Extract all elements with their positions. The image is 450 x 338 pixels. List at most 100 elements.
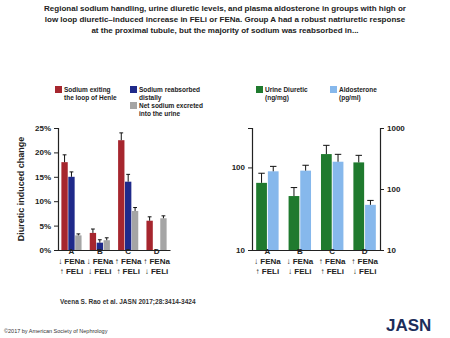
tick-label: 10%	[35, 197, 51, 206]
text-line: ↓ FENa	[286, 257, 313, 266]
tick: 100	[380, 185, 401, 194]
error-bar	[335, 154, 341, 161]
tick: B↓ FENa↓ FELi	[86, 247, 113, 276]
series	[268, 154, 376, 250]
bar	[75, 235, 81, 250]
error-bar	[302, 165, 308, 170]
slide-title: Regional sodium handling, urine diuretic…	[44, 4, 406, 35]
tick-mark	[54, 201, 58, 202]
chart: 10100101001000A↓ FENa↑ FELiB↓ FENa↓ FELi…	[232, 86, 406, 276]
series	[256, 145, 364, 250]
tick-label: 5%	[39, 222, 51, 231]
text-line: A	[265, 247, 271, 256]
text-line: Regional sodium handling, urine diuretic…	[44, 4, 406, 13]
error-bar	[148, 217, 152, 221]
text-line: Urine Diuretic	[265, 86, 308, 93]
legend-item: Urine Diuretic(ng/mg)	[256, 86, 308, 102]
legend-label: Net sodium excretedinto the urine	[139, 102, 203, 117]
tick-label: 0%	[39, 246, 51, 255]
tick-label: A↓ FENa↑ FELi	[254, 247, 281, 276]
text-line: into the urine	[139, 110, 181, 117]
text-line: ↑ FENa	[143, 257, 170, 266]
copyright: ©2017 by American Society of Nephrology	[4, 328, 108, 334]
tick: 25%	[35, 124, 58, 133]
tick-mark	[54, 250, 58, 251]
tick-mark	[54, 128, 58, 129]
tick-label: B↓ FENa↓ FELi	[286, 247, 313, 276]
tick-mark	[380, 250, 384, 251]
bar	[321, 154, 332, 250]
legend-label: Urine Diuretic(ng/mg)	[265, 86, 308, 102]
text-line: ↓ FELi	[88, 267, 112, 276]
tick-label: C↑ FENa↑ FELi	[319, 247, 346, 276]
text-line: B	[297, 247, 303, 256]
text-line: ↓ FELi	[288, 267, 312, 276]
tick-label: 10	[387, 246, 396, 255]
error-bar	[91, 229, 95, 233]
tick-label: 1000	[387, 124, 405, 133]
text-line: ↓ FENa	[254, 257, 281, 266]
bar	[333, 162, 344, 250]
text-line: ↑ FELi	[60, 267, 84, 276]
text-line: ↑ FENa	[319, 257, 346, 266]
tick-label: D↑ FENa↓ FELi	[143, 247, 170, 276]
series	[75, 208, 166, 250]
text-line: ↓ FELi	[145, 267, 169, 276]
tick: 15%	[35, 173, 58, 182]
tick: 10%	[35, 197, 58, 206]
bar	[132, 211, 138, 250]
tick: A↓ FENa↑ FELi	[58, 247, 85, 276]
bar	[289, 196, 300, 250]
bar	[268, 171, 279, 250]
plot-area	[256, 145, 376, 250]
text-line: C	[125, 247, 131, 256]
text-line: ↑ FELi	[320, 267, 344, 276]
text-line: B	[97, 247, 103, 256]
error-bar	[98, 240, 102, 243]
error-bar	[63, 155, 67, 162]
tick-label: 15%	[35, 173, 51, 182]
tick-mark	[54, 152, 58, 153]
error-bar	[70, 172, 74, 177]
legend: Sodium exitingthe loop of Henle Sodium re…	[55, 86, 203, 117]
text-line: C	[329, 247, 335, 256]
tick-label: D↑ FENa↓ FELi	[351, 247, 378, 276]
legend: Urine Diuretic(ng/mg) Aldosterone(pg/ml)	[256, 86, 377, 102]
bar	[104, 240, 110, 250]
bar	[256, 183, 267, 250]
bar	[146, 221, 152, 250]
bar	[118, 140, 124, 250]
tick-mark	[380, 189, 384, 190]
y-axis: 0%5%10%15%20%25%	[35, 124, 59, 255]
tick-mark	[54, 226, 58, 227]
tick-mark	[248, 167, 252, 168]
error-bar	[270, 166, 276, 171]
tick: D↑ FENa↓ FELi	[143, 247, 170, 276]
tick-label: 100	[387, 185, 401, 194]
y-axis: 10100	[232, 129, 253, 256]
y-axis-line	[54, 129, 59, 251]
text-line: at the proximal tubule, but the majority…	[91, 26, 358, 35]
tick: 5%	[39, 222, 58, 231]
x-axis: A↓ FENa↑ FELiB↓ FENa↓ FELiC↑ FENa↑ FELiD…	[58, 247, 170, 276]
chart: 0%5%10%15%20%25%A↓ FENa↑ FELiB↓ FENa↓ FE…	[16, 86, 203, 276]
series	[68, 172, 131, 250]
slide: Regional sodium handling, urine diuretic…	[0, 0, 450, 338]
text-line: Sodium reabsorbed	[139, 86, 200, 93]
error-bar	[105, 238, 109, 240]
legend-item: Aldosterone(pg/ml)	[330, 86, 377, 102]
legend-swatch	[130, 102, 137, 109]
text-line: distally	[139, 94, 162, 102]
legend-swatch	[55, 86, 62, 93]
error-bar	[76, 234, 80, 235]
tick-label: B↓ FENa↓ FELi	[86, 247, 113, 276]
text-line: ↓ FENa	[58, 257, 85, 266]
text-line: low loop diuretic–induced increase in FE…	[45, 15, 406, 24]
tick: D↑ FENa↓ FELi	[351, 247, 378, 276]
bar	[125, 182, 131, 250]
legend-label: Sodium exitingthe loop of Henle	[64, 86, 117, 102]
text-line: ↑ FELi	[256, 267, 280, 276]
legend-label: Sodium reabsorbeddistally	[139, 86, 200, 102]
text-line: D	[154, 247, 160, 256]
error-bar	[119, 133, 123, 140]
